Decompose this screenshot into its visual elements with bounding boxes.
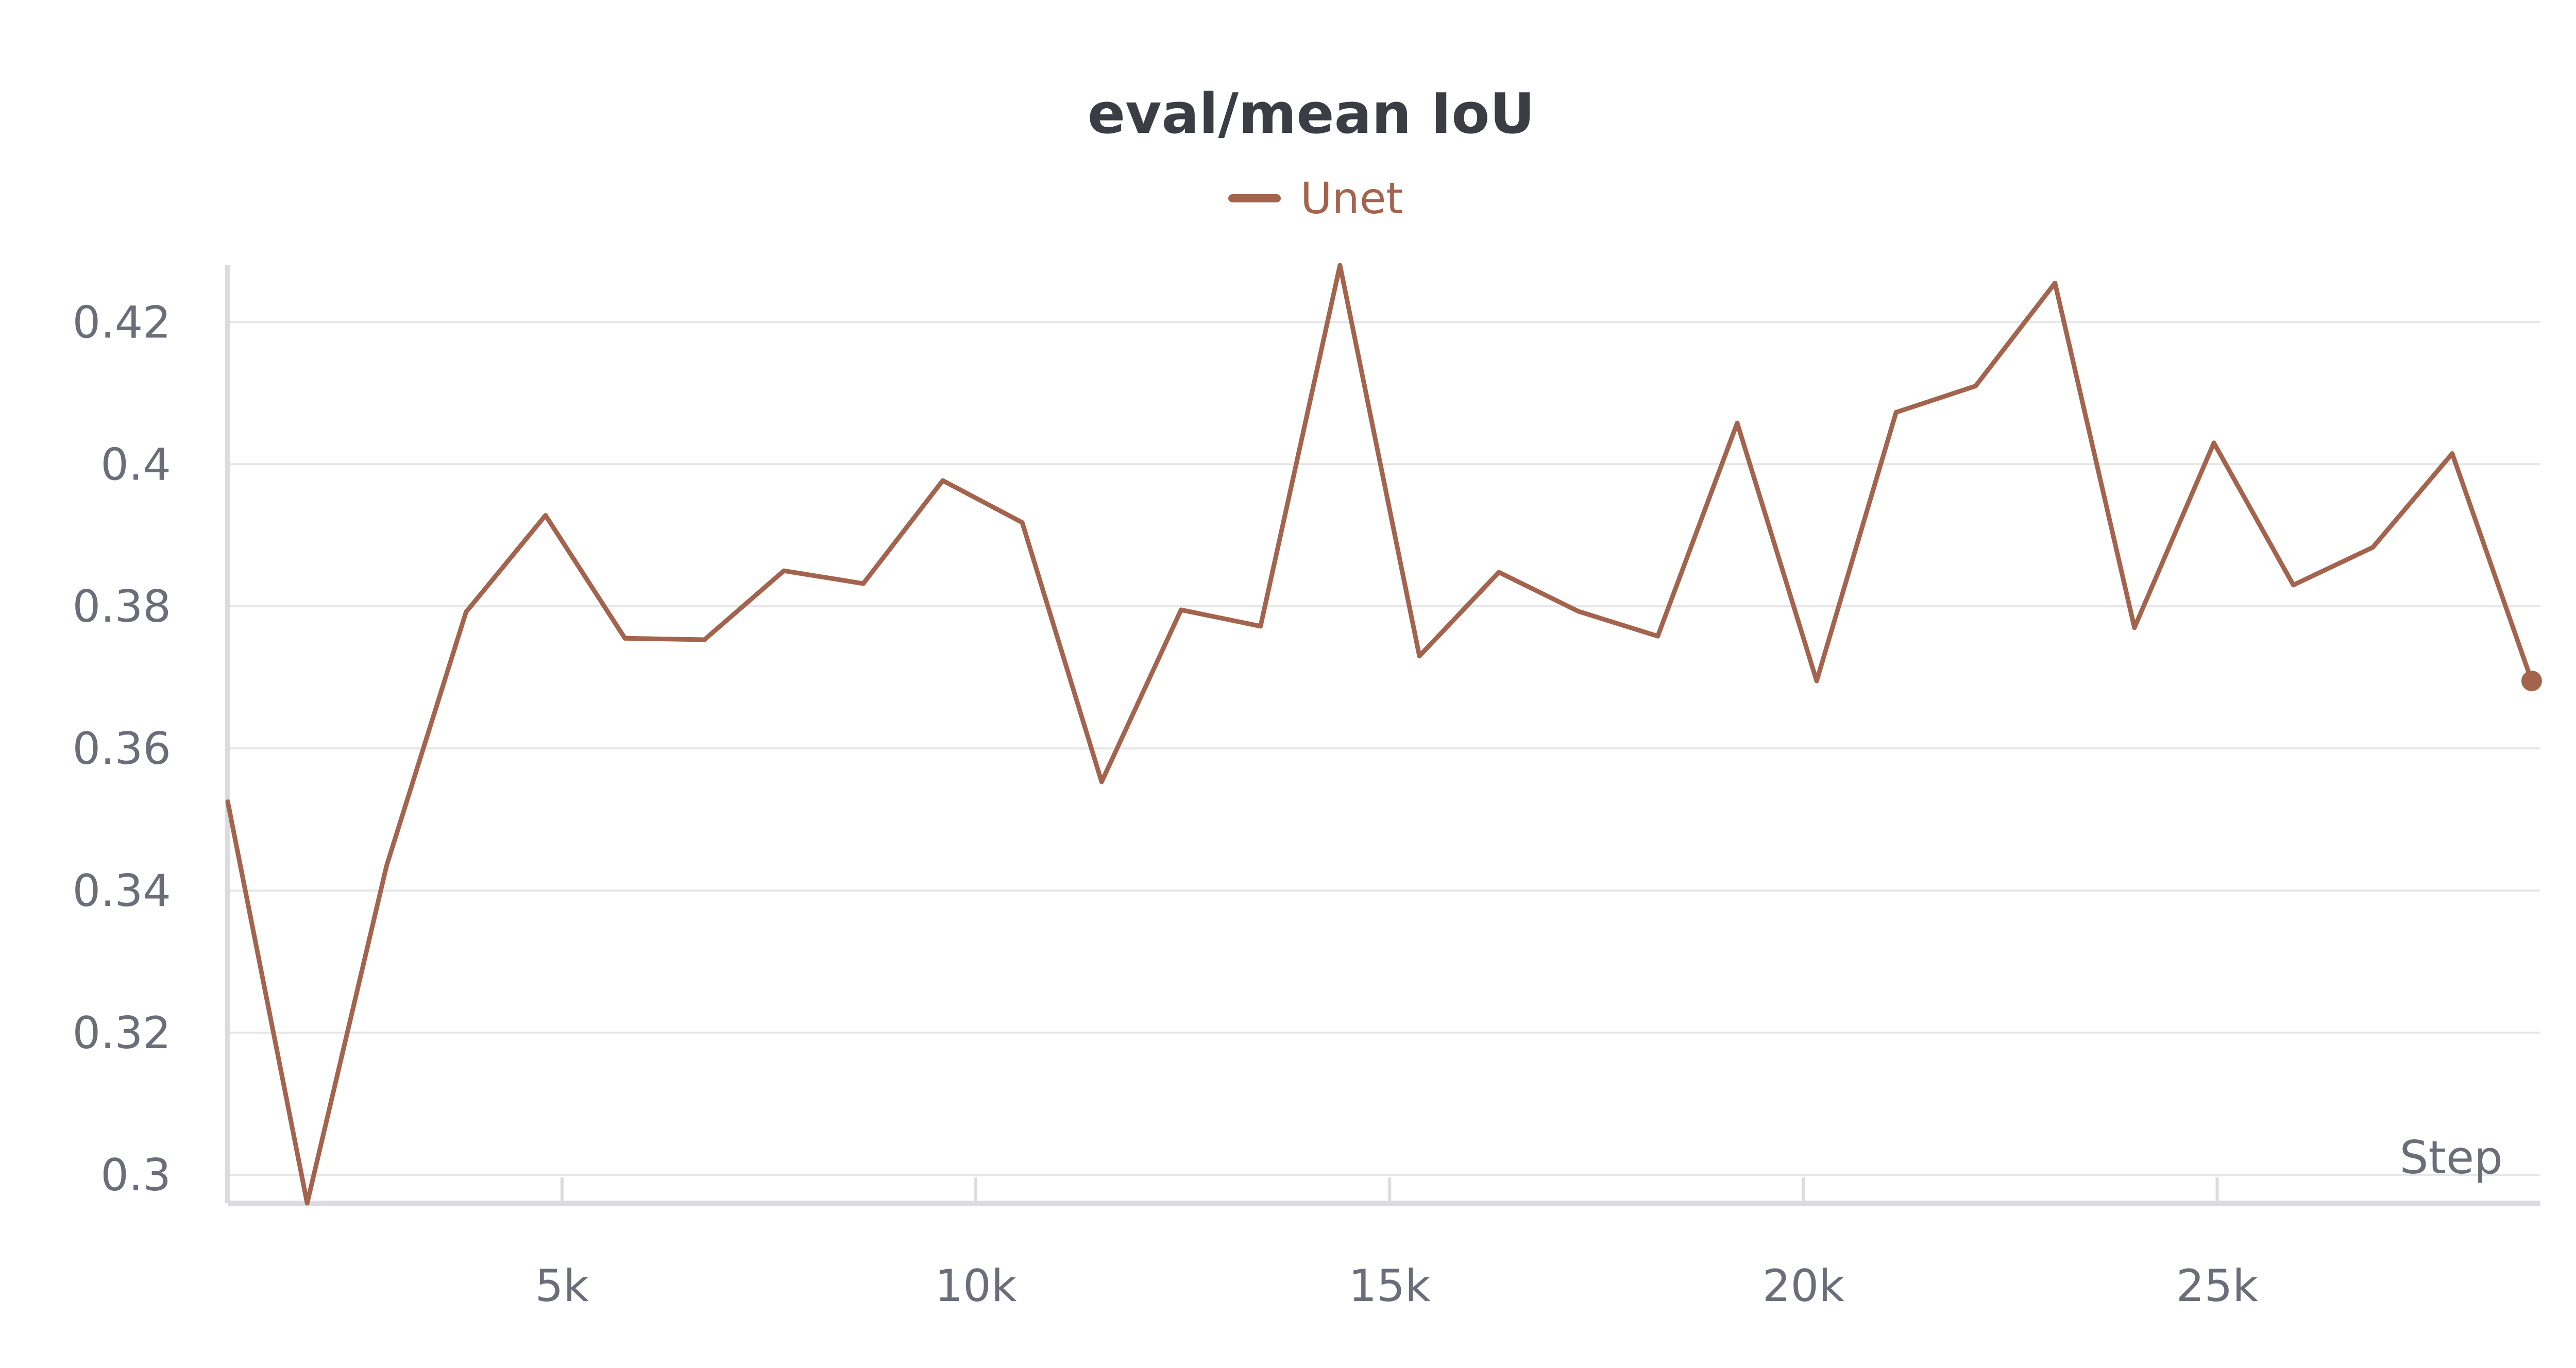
series-line-segment xyxy=(1655,420,1740,639)
x-tick-label: 20k xyxy=(1762,1260,1844,1312)
legend[interactable]: Unet xyxy=(1228,173,1403,224)
series-line-segment xyxy=(2211,440,2296,588)
y-tick-label: 0.4 xyxy=(100,439,171,490)
series-line-segment xyxy=(2370,451,2455,550)
grid-lines xyxy=(228,321,2540,1176)
series-line-segment xyxy=(702,568,786,642)
chart-title: eval/mean IoU xyxy=(1088,82,1535,146)
x-axis-ticks: 5k 10k 15k 20k 25k xyxy=(535,1177,2258,1312)
series-line-segment xyxy=(1496,570,1581,614)
y-tick-label: 0.38 xyxy=(73,581,171,632)
series-line-segment xyxy=(1258,263,1343,629)
series-line-segment xyxy=(861,478,945,586)
series-line-segment xyxy=(1099,607,1183,784)
series-line-segment xyxy=(2450,451,2534,683)
series-line-segment xyxy=(1178,607,1263,629)
y-tick-label: 0.34 xyxy=(73,865,171,917)
series-line-segment xyxy=(1973,280,2058,389)
y-tick-label: 0.42 xyxy=(73,297,171,348)
y-tick-label: 0.36 xyxy=(73,723,171,775)
y-tick-label: 0.3 xyxy=(100,1150,171,1201)
x-axis-label: Step xyxy=(2400,1131,2503,1184)
series-line-segment xyxy=(622,636,707,642)
y-axis-ticks: 0.3 0.32 0.34 0.36 0.38 0.4 0.42 xyxy=(73,297,171,1201)
series-line-segment xyxy=(2053,280,2137,630)
series-line-segment xyxy=(2132,440,2216,630)
x-tick-label: 10k xyxy=(935,1260,1016,1312)
series-line-segment xyxy=(543,513,628,641)
series-unet[interactable] xyxy=(225,263,2542,1206)
series-line-segment xyxy=(1337,263,1422,659)
series-line-segment xyxy=(225,799,310,1206)
x-tick-label: 25k xyxy=(2176,1260,2258,1312)
series-group xyxy=(225,263,2542,1206)
series-line-segment xyxy=(1417,570,1501,659)
series-line-segment xyxy=(1575,609,1660,639)
series-line-segment xyxy=(940,478,1025,525)
series-line-segment xyxy=(1893,384,1978,415)
series-line-segment xyxy=(304,863,389,1206)
series-line-segment xyxy=(1735,420,1819,683)
legend-label-unet: Unet xyxy=(1300,173,1403,224)
series-line-segment xyxy=(1020,520,1104,784)
series-line-segment xyxy=(2291,545,2376,588)
y-tick-label: 0.32 xyxy=(73,1007,171,1059)
series-line-segment xyxy=(781,568,866,586)
series-line-segment xyxy=(464,513,548,614)
series-line-segment xyxy=(384,609,469,868)
series-endpoint-marker xyxy=(2521,671,2542,692)
series-line-segment xyxy=(1814,410,1899,683)
x-tick-label: 15k xyxy=(1349,1260,1431,1312)
x-tick-label: 5k xyxy=(535,1260,589,1312)
